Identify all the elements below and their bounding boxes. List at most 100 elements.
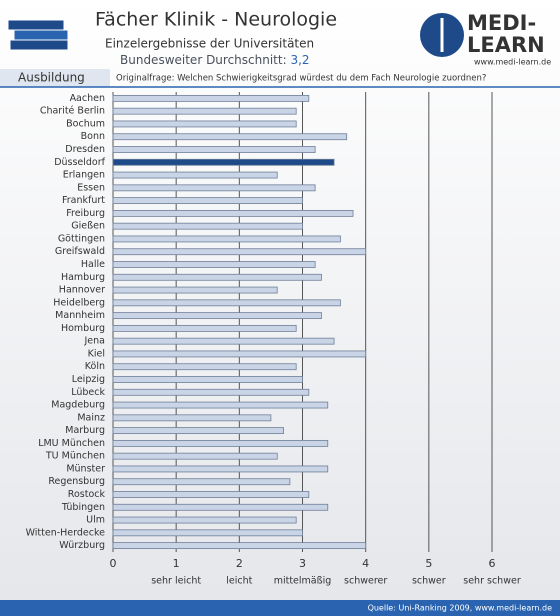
y-tick-label: Münster — [66, 463, 105, 474]
y-tick-label: Witten-Herdecke — [26, 527, 106, 538]
y-tick-label: Magdeburg — [51, 400, 105, 411]
bar — [112, 171, 278, 179]
average: Bundesweiter Durchschnitt: 3,2 — [120, 53, 310, 67]
y-tick-label: Mainz — [77, 412, 105, 423]
bar — [112, 439, 329, 447]
y-tick-label: Bochum — [66, 118, 105, 129]
bar — [112, 516, 297, 524]
y-tick-label: Rostock — [68, 489, 106, 500]
bar — [112, 491, 310, 498]
y-tick-label: Würzburg — [59, 540, 105, 551]
bar — [112, 133, 348, 141]
scale-label: sehr leicht — [151, 576, 201, 587]
y-tick-label: Düsseldorf — [54, 157, 105, 168]
y-tick-label: TU München — [45, 451, 105, 462]
subtitle: Einzelergebnisse der Universitäten — [105, 37, 314, 51]
book-icon — [7, 19, 69, 51]
title: Fächer Klinik - Neurologie — [95, 9, 337, 31]
y-tick-label: Freiburg — [66, 208, 105, 219]
y-tick-label: Homburg — [61, 323, 105, 334]
y-tick-label: Erlangen — [63, 170, 105, 181]
scale-label: schwer — [412, 576, 446, 587]
bar — [112, 376, 303, 383]
bar — [112, 452, 278, 460]
x-tick-label: 3 — [299, 557, 306, 570]
bar — [112, 94, 310, 102]
y-tick-label: Frankfurt — [62, 195, 105, 206]
y-tick-label: Charité Berlin — [40, 106, 105, 117]
bar — [112, 503, 329, 511]
y-tick-label: Kiel — [88, 348, 105, 359]
bar — [112, 414, 272, 422]
y-tick-label: Göttingen — [58, 233, 105, 244]
question: Originalfrage: Welchen Schwierigkeitsgra… — [116, 74, 486, 84]
scale-label: mittelmäßig — [274, 576, 332, 587]
bar — [112, 363, 297, 371]
bar — [112, 312, 322, 320]
bar — [112, 478, 291, 486]
section: Ausbildung — [18, 71, 85, 85]
bar — [112, 209, 354, 217]
bar — [112, 324, 297, 332]
y-tick-label: Essen — [77, 182, 105, 193]
x-tick-label: 5 — [425, 557, 432, 570]
y-tick-label: Bonn — [81, 131, 105, 142]
scale-label: schwerer — [344, 576, 387, 587]
y-tick-label: Mannheim — [55, 310, 105, 321]
bar — [112, 197, 303, 205]
bar — [112, 158, 335, 166]
x-tick-label: 1 — [173, 557, 180, 570]
y-tick-label: Hamburg — [61, 272, 105, 283]
x-tick-label: 4 — [362, 557, 369, 570]
bar — [112, 401, 329, 409]
y-tick-label: Jena — [84, 336, 106, 347]
scale-label: sehr schwer — [463, 576, 521, 587]
bar — [112, 465, 329, 473]
bar — [112, 235, 341, 243]
average-value: 3,2 — [290, 53, 309, 67]
y-tick-label: Heidelberg — [53, 297, 105, 308]
y-tick-label: Aachen — [70, 93, 105, 104]
y-tick-label: Dresden — [65, 144, 105, 155]
y-tick-label: Greifswald — [55, 246, 105, 257]
logo-bottom: LEARN — [467, 33, 545, 57]
x-tick-label: 6 — [489, 557, 496, 570]
y-tick-label: Tübingen — [61, 502, 105, 513]
bar — [112, 529, 303, 537]
bar — [112, 261, 316, 268]
bar — [112, 120, 297, 128]
source: Quelle: Uni-Ranking 2009, www.medi-learn… — [368, 604, 553, 613]
bar — [112, 388, 310, 396]
bar — [112, 350, 367, 358]
bar — [112, 222, 303, 230]
y-tick-label: Leipzig — [72, 374, 105, 385]
x-tick-label: 2 — [236, 557, 243, 570]
bar — [112, 286, 278, 294]
y-tick-label: LMU München — [38, 438, 105, 449]
section-tab — [0, 69, 110, 87]
bar — [112, 107, 297, 115]
average-label: Bundesweiter Durchschnitt: — [120, 53, 287, 67]
bar — [112, 184, 316, 192]
y-tick-label: Hannover — [59, 285, 105, 296]
logo-top: MEDI- — [467, 11, 536, 35]
logo: MEDI- LEARN www.medi-learn.de — [420, 11, 551, 67]
y-tick-label: Regensburg — [48, 476, 105, 487]
bar — [112, 273, 322, 281]
bar — [112, 542, 367, 550]
scale-label: leicht — [226, 576, 252, 587]
bar — [112, 299, 341, 307]
y-tick-label: Marburg — [65, 425, 105, 436]
y-tick-label: Lübeck — [71, 387, 105, 398]
bar — [112, 146, 316, 153]
logo-url: www.medi-learn.de — [474, 58, 551, 67]
y-tick-label: Ulm — [86, 515, 105, 526]
bar — [112, 337, 335, 345]
bar — [112, 248, 367, 256]
y-tick-label: Halle — [81, 259, 105, 270]
x-tick-label: 0 — [110, 557, 117, 570]
bar — [112, 427, 284, 435]
y-tick-label: Köln — [85, 361, 105, 372]
